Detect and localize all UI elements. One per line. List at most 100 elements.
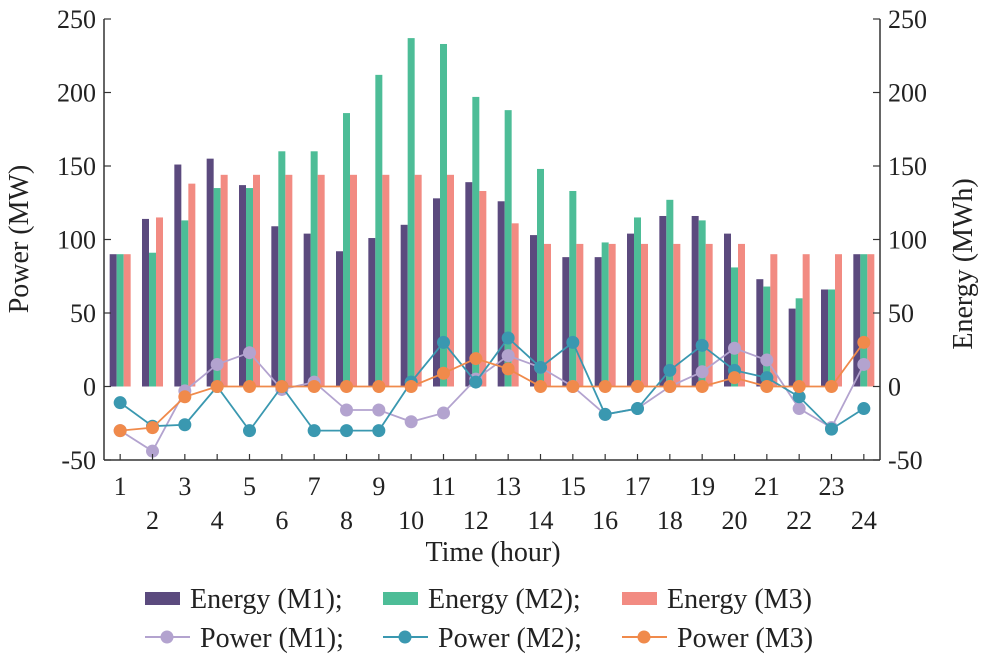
bar-energy-m1-hour-3 [174, 164, 182, 387]
legend-label-energy-m3: Energy (M3) [667, 584, 812, 615]
bar-energy-m1-hour-14 [530, 235, 537, 387]
legend-swatch-energy-m1 [145, 592, 180, 605]
bar-energy-m2-hour-3 [181, 220, 189, 387]
legend-item-power-m3: Power (M3) [622, 623, 813, 654]
bar-energy-m1-hour-2 [142, 218, 149, 387]
bar-energy-m1-hour-19 [691, 215, 699, 387]
bar-energy-m3-hour-12 [479, 190, 487, 387]
legend-label-power-m3: Power (M3) [677, 623, 813, 654]
y-tick-label-right: -50 [888, 446, 923, 475]
bar-energy-m2-hour-5 [246, 188, 253, 387]
bar-energy-m1-hour-4 [206, 158, 214, 387]
point-power-m3-hour-13 [501, 362, 515, 376]
legend-label-energy-m1: Energy (M1); [190, 584, 343, 615]
bar-energy-m3-hour-15 [576, 243, 584, 387]
x-tick-label: 7 [308, 472, 321, 501]
legend-label-power-m2: Power (M2); [438, 623, 582, 654]
bar-energy-m2-hour-6 [278, 151, 286, 387]
y-tick-label-left: 200 [57, 79, 96, 108]
bar-energy-m2-hour-1 [116, 254, 124, 387]
point-power-m2-hour-23 [825, 422, 838, 436]
bar-energy-m2-hour-22 [795, 298, 803, 387]
x-tick-label: 18 [657, 506, 683, 535]
bar-energy-m1-hour-13 [497, 201, 505, 387]
bar-energy-m2-hour-23 [828, 289, 835, 387]
x-tick-label: 14 [528, 506, 554, 535]
point-power-m3-hour-22 [792, 380, 806, 393]
point-power-m2-hour-8 [340, 424, 353, 438]
y-tick-label-right: 150 [888, 152, 927, 181]
y-axis-right-title: Energy (MWh) [948, 178, 979, 349]
x-tick-label: 22 [786, 506, 812, 535]
bar-energy-m3-hour-1 [123, 254, 131, 387]
bar-energy-m1-hour-22 [788, 308, 796, 387]
point-power-m3-hour-16 [598, 380, 612, 393]
legend-label-energy-m2: Energy (M2); [428, 584, 581, 615]
bar-energy-m1-hour-15 [562, 257, 570, 387]
bar-energy-m2-hour-11 [440, 43, 447, 387]
bar-energy-m1-hour-24 [853, 254, 861, 387]
axes [103, 18, 881, 461]
bar-energy-m1-hour-11 [433, 198, 440, 387]
point-power-m2-hour-16 [598, 407, 612, 421]
x-tick-label: 20 [722, 506, 748, 535]
point-power-m3-hour-14 [534, 380, 547, 393]
legend-swatch-energy-m2 [383, 592, 418, 605]
point-power-m3-hour-8 [340, 380, 353, 393]
point-power-m1-hour-9 [372, 403, 386, 417]
bar-energy-m1-hour-6 [271, 226, 279, 387]
bar-energy-m3-hour-14 [544, 243, 551, 387]
point-power-m3-hour-20 [728, 371, 741, 385]
point-power-m2-hour-17 [631, 402, 644, 416]
x-tick-label: 12 [463, 506, 489, 535]
point-power-m1-hour-2 [146, 444, 159, 458]
bar-energy-m2-hour-16 [601, 242, 609, 387]
bar-energy-m3-hour-19 [705, 243, 713, 387]
bar-energy-m3-hour-18 [673, 243, 681, 387]
x-tick-label: 3 [178, 472, 191, 501]
bar-energy-m2-hour-4 [213, 188, 221, 387]
bar-energy-m3-hour-23 [835, 254, 842, 387]
bar-energy-m2-hour-9 [375, 74, 383, 387]
point-power-m3-hour-3 [178, 390, 192, 404]
x-tick-label: 13 [495, 472, 521, 501]
bar-energy-m2-hour-19 [698, 220, 706, 387]
bar-energy-m2-hour-8 [343, 113, 350, 387]
bar-energy-m3-hour-6 [285, 174, 293, 387]
x-tick-label: 10 [398, 506, 424, 535]
bar-energy-m3-hour-11 [447, 174, 454, 387]
bar-energy-m3-hour-5 [253, 174, 260, 387]
point-power-m3-hour-7 [307, 380, 321, 393]
point-power-m3-hour-17 [631, 380, 644, 393]
bar-energy-m2-hour-18 [666, 199, 674, 387]
legend-marker-power-m2 [398, 630, 412, 644]
bar-energy-m3-hour-10 [414, 174, 422, 387]
bar-energy-m3-hour-21 [770, 254, 778, 387]
x-tick-label: 15 [560, 472, 586, 501]
bar-energy-m3-hour-4 [220, 174, 228, 387]
y-tick-label-left: 150 [57, 152, 96, 181]
bar-energy-m2-hour-12 [472, 96, 480, 387]
line-power-m2 [119, 336, 865, 433]
x-axis-title: Time (hour) [425, 537, 560, 568]
bar-energy-m3-hour-22 [802, 254, 810, 387]
bar-energy-m1-hour-7 [303, 233, 311, 387]
bar-energy-m2-hour-14 [537, 168, 544, 387]
point-power-m3-hour-15 [566, 380, 580, 393]
y-tick-label-left: 50 [70, 299, 96, 328]
point-power-m2-hour-1 [113, 396, 127, 410]
x-tick-label: 24 [851, 506, 877, 535]
y-tick-label-left: 100 [57, 226, 96, 255]
y-tick-label-right: 200 [888, 79, 927, 108]
bar-energy-m1-hour-23 [821, 289, 828, 387]
x-tick-label: 21 [754, 472, 780, 501]
point-power-m2-hour-5 [243, 424, 256, 438]
y-tick-label-right: 0 [888, 373, 901, 402]
x-tick-label: 11 [431, 472, 456, 501]
point-power-m2-hour-22 [792, 390, 806, 404]
bar-energy-m1-hour-17 [627, 233, 634, 387]
bar-energy-m3-hour-8 [350, 174, 357, 387]
point-power-m3-hour-5 [243, 380, 256, 393]
point-power-m2-hour-14 [534, 360, 547, 374]
x-tick-label: 6 [275, 506, 288, 535]
